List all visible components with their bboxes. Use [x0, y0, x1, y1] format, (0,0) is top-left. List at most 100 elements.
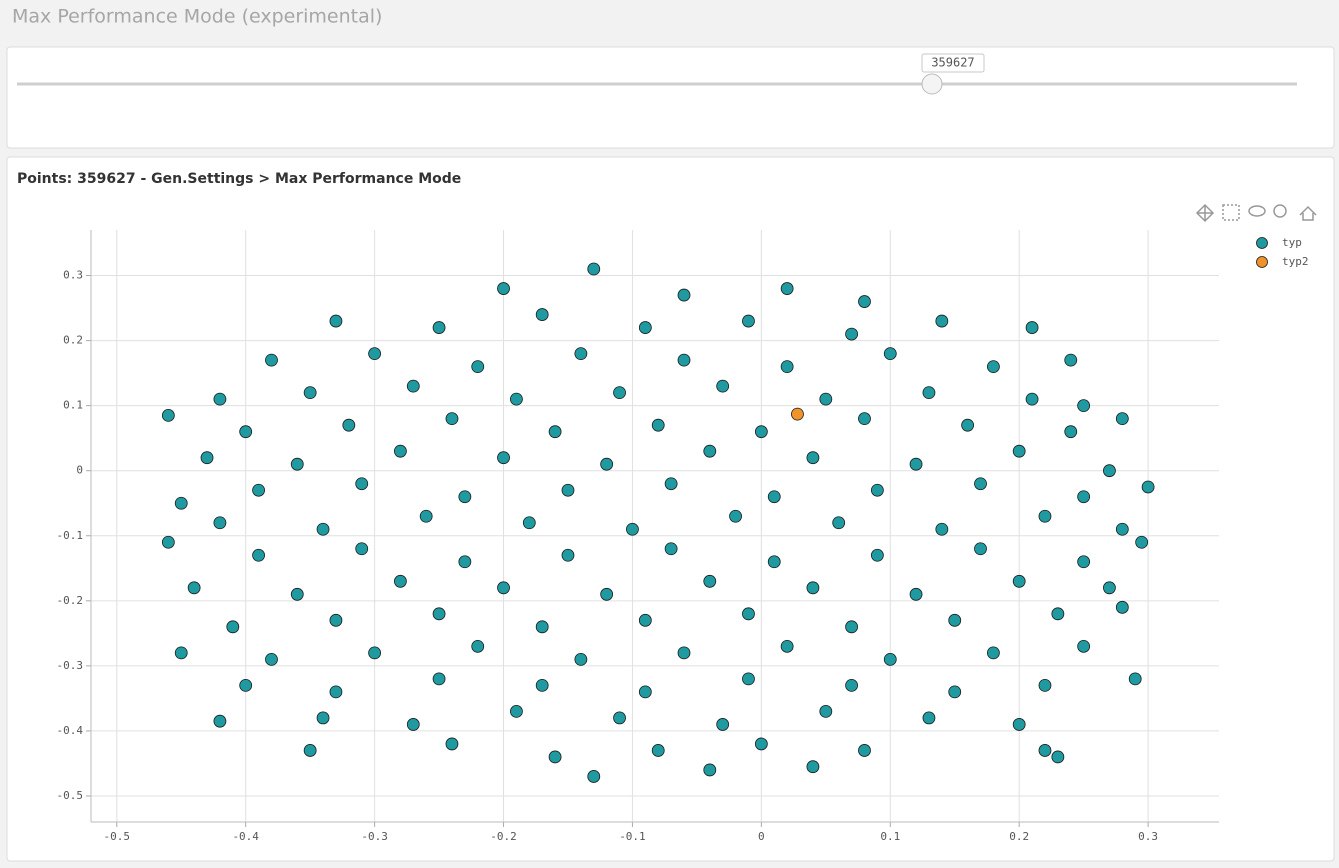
- data-point: [613, 711, 626, 725]
- data-point: [368, 347, 382, 361]
- x-tick-label: 0: [758, 830, 765, 843]
- data-point: [664, 477, 678, 491]
- pan-tool[interactable]: [1195, 203, 1215, 223]
- page-title: Max Performance Mode (experimental): [12, 6, 382, 28]
- data-point: [780, 282, 794, 295]
- data-point: [290, 587, 304, 601]
- data-point: [1128, 672, 1142, 686]
- data-point: [458, 490, 472, 504]
- data-point: [355, 477, 369, 491]
- data-point: [329, 613, 343, 627]
- data-point: [922, 711, 936, 725]
- data-point: [419, 509, 433, 523]
- data-point: [174, 496, 188, 510]
- data-point: [393, 444, 407, 458]
- data-point: [290, 457, 304, 471]
- data-point: [1038, 509, 1052, 523]
- data-point: [742, 672, 755, 686]
- data-point: [845, 327, 858, 341]
- data-point: [329, 685, 343, 699]
- data-point: [677, 353, 691, 367]
- lasso-tool[interactable]: [1248, 205, 1266, 217]
- y-tick-label: -0.2: [57, 594, 84, 607]
- y-tick-label: -0.5: [57, 789, 84, 802]
- data-point: [819, 392, 833, 406]
- data-point: [1038, 678, 1052, 692]
- data-point: [1012, 444, 1026, 458]
- data-point: [355, 542, 369, 556]
- box-select-tool[interactable]: [1222, 204, 1240, 221]
- plot-area: -0.5 -0.4 -0.3 -0.2 -0.1 0 0.1 0.2 0.3 -0.5 -0.4 -0…: [57, 230, 1309, 843]
- data-point: [265, 652, 278, 666]
- data-point: [870, 548, 884, 562]
- data-point: [174, 646, 188, 660]
- data-point: [406, 718, 420, 731]
- data-point: [1077, 555, 1091, 569]
- data-point: [935, 522, 949, 536]
- data-point: [742, 607, 755, 621]
- data-point: [806, 760, 820, 774]
- data-point: [471, 639, 485, 653]
- y-tick-label: 0.3: [63, 269, 83, 282]
- data-point: [883, 347, 897, 361]
- y-tick-label: -0.4: [57, 724, 84, 737]
- y-tick-label: 0.1: [63, 399, 83, 412]
- data-point: [845, 678, 858, 692]
- data-point: [1115, 412, 1129, 426]
- data-point: [239, 678, 253, 692]
- data-point: [561, 483, 575, 497]
- data-point: [1077, 399, 1091, 413]
- data-point: [432, 321, 446, 334]
- data-point: [870, 483, 884, 497]
- data-point: [1051, 750, 1065, 764]
- data-point: [703, 574, 717, 588]
- data-point: [703, 444, 717, 458]
- y-tick-label: -0.3: [57, 659, 84, 672]
- data-point: [161, 409, 175, 422]
- data-point: [510, 705, 523, 718]
- data-point: [600, 587, 614, 601]
- data-point: [1038, 744, 1052, 757]
- data-point: [548, 425, 562, 439]
- data-point: [948, 613, 962, 627]
- data-point: [677, 288, 691, 302]
- data-point: [497, 451, 510, 465]
- data-point: [303, 744, 317, 757]
- x-tick-label: -0.5: [104, 830, 131, 843]
- data-point: [922, 386, 936, 400]
- data-point: [729, 509, 742, 523]
- data-point: [664, 542, 678, 556]
- data-point: [806, 451, 820, 465]
- data-point: [1025, 392, 1039, 406]
- zoom-tool[interactable]: [1273, 204, 1287, 218]
- legend-label: typ: [1282, 236, 1302, 249]
- data-point: [161, 535, 175, 549]
- y-tick-label: 0: [76, 464, 83, 477]
- data-point: [535, 678, 549, 692]
- data-point: [716, 379, 730, 393]
- chart-title: Points: 359627 - Gen.Settings > Max Perf…: [17, 171, 461, 187]
- data-point: [677, 646, 691, 660]
- data-point: [432, 672, 446, 686]
- data-point: [445, 737, 459, 751]
- x-tick-label: -0.1: [619, 830, 646, 843]
- x-tick-label: 0.2: [1009, 830, 1029, 843]
- data-point: [252, 548, 265, 562]
- data-point: [1103, 581, 1116, 595]
- data-point: [703, 763, 717, 777]
- slider-handle[interactable]: [921, 73, 943, 95]
- data-point: [638, 613, 652, 627]
- data-point: [497, 581, 510, 595]
- data-point: [948, 685, 962, 699]
- data-point: [651, 744, 665, 757]
- data-point: [600, 457, 614, 471]
- legend-marker: [1256, 256, 1268, 268]
- data-point: [1025, 321, 1039, 334]
- data-point: [1064, 353, 1078, 367]
- data-point: [406, 379, 420, 393]
- reset-tool[interactable]: [1299, 205, 1317, 221]
- data-point: [316, 522, 330, 536]
- data-point: [1012, 574, 1026, 588]
- data-point: [239, 425, 253, 439]
- data-point: [767, 490, 781, 504]
